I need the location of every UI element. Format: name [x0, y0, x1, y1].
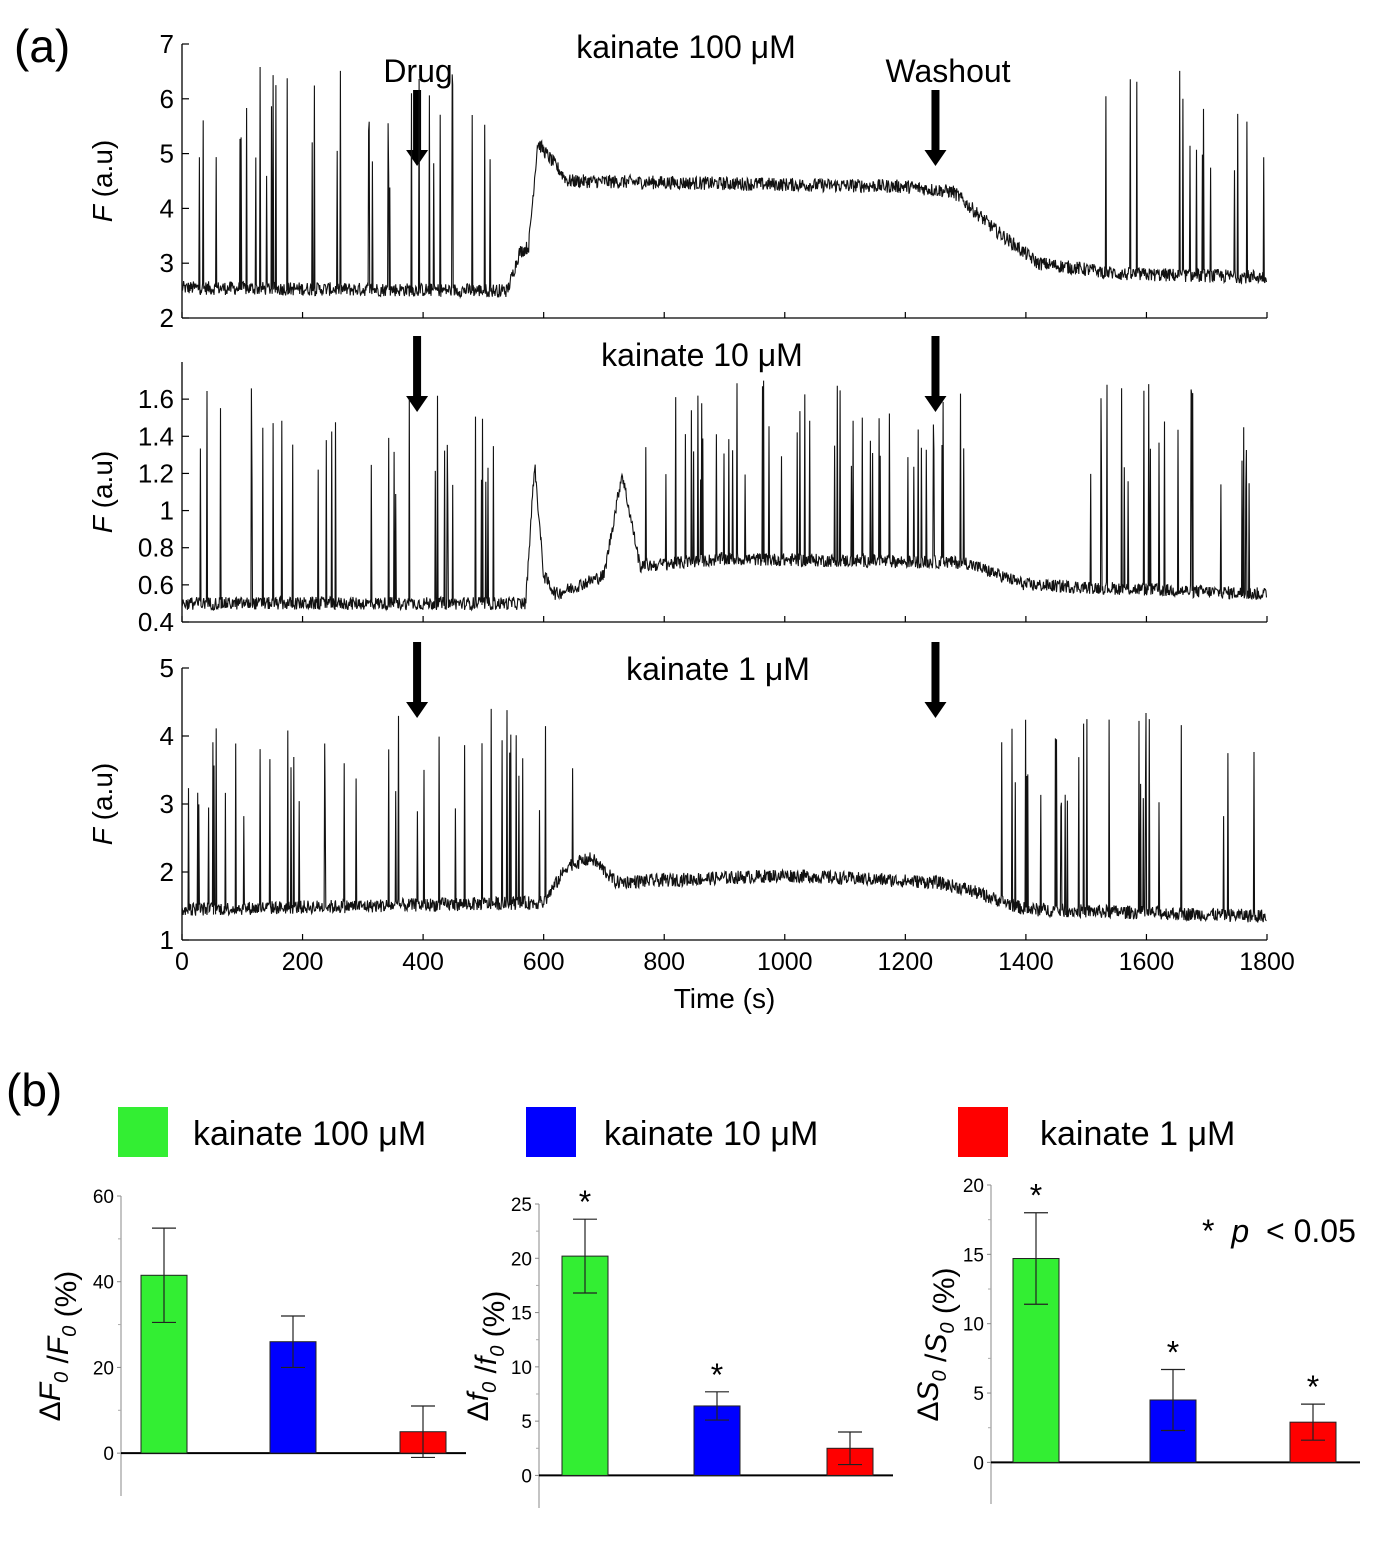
bar-y-tick-label: 10: [511, 1358, 532, 1379]
bar-y-tick-label: 0: [103, 1444, 114, 1465]
bar-chart-deltaF0: 0 20 40 60 ΔF0 /F0 (%): [34, 1187, 466, 1496]
condition-title: kainate 10 μM: [601, 337, 803, 373]
y-tick-label: 2: [160, 857, 174, 887]
x-axis-title: Time (s): [674, 983, 776, 1014]
x-tick-label: 1600: [1119, 948, 1175, 976]
drug-label: Drug: [383, 53, 452, 89]
washout-arrowhead: [924, 396, 947, 412]
significance-p: p: [1230, 1213, 1249, 1249]
significance-star: *: [1202, 1213, 1214, 1249]
y-tick-label: 3: [160, 248, 174, 278]
bar-y-tick-label: 0: [521, 1466, 532, 1487]
y-tick-label: 4: [160, 721, 174, 751]
bar-y-tick-label: 5: [521, 1412, 532, 1433]
x-tick-label: 1000: [757, 948, 813, 976]
y-axis-title: F (a.u): [87, 763, 118, 845]
bar-y-axis-title: Δf0 /f0 (%): [462, 1291, 511, 1422]
y-tick-label: 0.8: [138, 533, 174, 563]
bar-y-tick-label: 60: [93, 1187, 114, 1208]
y-axis-title: F (a.u): [87, 451, 118, 533]
significance-note: * p < 0.05: [1202, 1213, 1356, 1249]
bar-y-tick-label: 15: [963, 1245, 984, 1266]
y-axis-title: F (a.u): [87, 140, 118, 222]
y-tick-label: 1.2: [138, 458, 174, 488]
legend-label-1: kainate 1 μM: [1040, 1115, 1235, 1153]
trace-panel-kainate-100: 2 3 4 5 6 7 F (a.u) kainate 100 μM: [87, 29, 1268, 333]
bar-y-tick-label: 20: [963, 1176, 984, 1197]
x-tick-label: 1800: [1239, 948, 1295, 976]
legend-label-10: kainate 10 μM: [604, 1115, 818, 1153]
washout-arrowhead: [924, 702, 947, 718]
y-tick-label: 1.4: [138, 421, 174, 451]
fluorescence-trace: [181, 380, 1268, 612]
trace-panel-kainate-10: 0.4 0.6 0.8 1 1.2 1.4 1.6 F (a.u) kainate 10 μM: [87, 336, 1268, 637]
significance-star: *: [1307, 1369, 1319, 1405]
fluorescence-trace: [181, 66, 1268, 300]
drug-arrowhead: [406, 396, 429, 412]
y-tick-label: 1.6: [138, 384, 174, 414]
bar-y-tick-label: 15: [511, 1304, 532, 1325]
legend: kainate 100 μM kainate 10 μM kainate 1 μ…: [118, 1107, 1235, 1157]
legend-swatch-1: [958, 1107, 1008, 1157]
y-tick-label: 1: [160, 496, 174, 526]
bar-y-tick-label: 5: [973, 1384, 984, 1405]
washout-label: Washout: [885, 53, 1010, 89]
bar-y-tick-label: 25: [511, 1195, 532, 1216]
panel-b-label: (b): [6, 1064, 62, 1116]
y-tick-label: 7: [160, 29, 174, 59]
y-tick-label: 2: [160, 303, 174, 333]
drug-arrowhead: [406, 150, 429, 166]
y-tick-label: 0.4: [138, 607, 174, 637]
x-tick-label: 1400: [998, 948, 1054, 976]
significance-star: *: [711, 1357, 723, 1393]
x-tick-label: 800: [643, 948, 685, 976]
significance-star: *: [1030, 1178, 1042, 1214]
bar-y-tick-label: 20: [93, 1358, 114, 1379]
bar-y-tick-label: 20: [511, 1249, 532, 1270]
significance-star: *: [1167, 1334, 1179, 1370]
panel-a-label: (a): [14, 20, 70, 72]
bar-y-axis-title: ΔF0 /F0 (%): [34, 1271, 83, 1422]
y-tick-label: 5: [160, 139, 174, 169]
x-tick-label: 1200: [878, 948, 934, 976]
condition-title: kainate 1 μM: [626, 651, 810, 687]
x-tick-label: 200: [282, 948, 324, 976]
legend-swatch-100: [118, 1107, 168, 1157]
legend-label-100: kainate 100 μM: [193, 1115, 426, 1153]
y-tick-label: 0.6: [138, 570, 174, 600]
trace-panel-kainate-1: 1 2 3 4 5 0 200 400 600 800 1000 1200 1400 1600 1800 Ti…: [87, 642, 1295, 1014]
x-tick-label: 0: [175, 948, 189, 976]
fluorescence-trace: [181, 708, 1267, 923]
bar-y-tick-label: 0: [973, 1453, 984, 1474]
y-tick-label: 4: [160, 193, 174, 223]
y-tick-label: 3: [160, 789, 174, 819]
bar-y-tick-label: 40: [93, 1273, 114, 1294]
x-tick-label: 400: [402, 948, 444, 976]
y-tick-label: 5: [160, 653, 174, 683]
drug-arrowhead: [406, 702, 429, 718]
bar-y-tick-label: 10: [963, 1315, 984, 1336]
bar-chart-delta-frequency: 0 5 10 15 20 25 * * Δf0 /f0 (%): [462, 1184, 893, 1508]
significance-threshold: < 0.05: [1266, 1213, 1356, 1249]
bar-y-axis-title: ΔS0 /S0 (%): [912, 1268, 961, 1422]
legend-swatch-10: [526, 1107, 576, 1157]
washout-arrowhead: [924, 150, 947, 166]
significance-star: *: [579, 1184, 591, 1220]
condition-title: kainate 100 μM: [576, 29, 795, 65]
y-tick-label: 1: [160, 925, 174, 955]
x-tick-label: 600: [523, 948, 565, 976]
y-tick-label: 6: [160, 84, 174, 114]
bar-chart-deltaS: 0 5 10 15 20 * * * ΔS0 /S0 (%): [912, 1176, 1360, 1504]
